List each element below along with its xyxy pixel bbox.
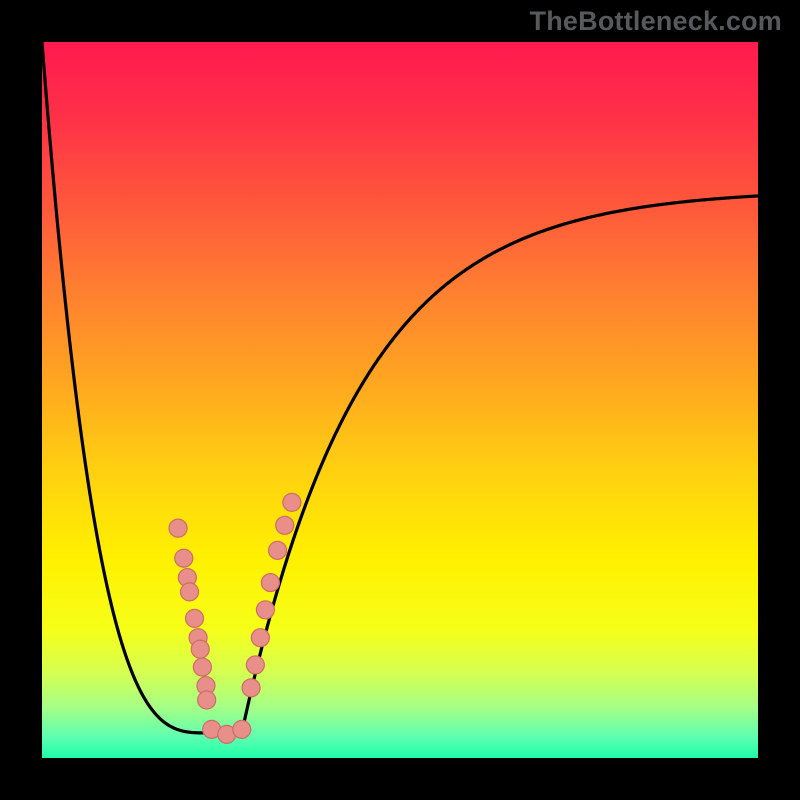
curve-marker (191, 640, 209, 658)
curve-marker (251, 629, 269, 647)
curve-marker (186, 609, 204, 627)
curve-marker (256, 601, 274, 619)
chart-stage: TheBottleneck.com (0, 0, 800, 800)
watermark-text: TheBottleneck.com (530, 6, 782, 37)
curve-marker (181, 583, 199, 601)
curve-marker (233, 720, 251, 738)
curve-marker (242, 679, 260, 697)
bottleneck-curve (42, 42, 758, 758)
curve-marker (193, 658, 211, 676)
plot-area (42, 42, 758, 758)
curve-marker (169, 519, 187, 537)
curve-marker (261, 574, 279, 592)
curve-marker (283, 493, 301, 511)
curve-marker (276, 516, 294, 534)
curve-marker (198, 691, 216, 709)
curve-marker (175, 549, 193, 567)
curve-marker (246, 656, 264, 674)
curve-marker (269, 541, 287, 559)
curve-markers (169, 493, 301, 743)
